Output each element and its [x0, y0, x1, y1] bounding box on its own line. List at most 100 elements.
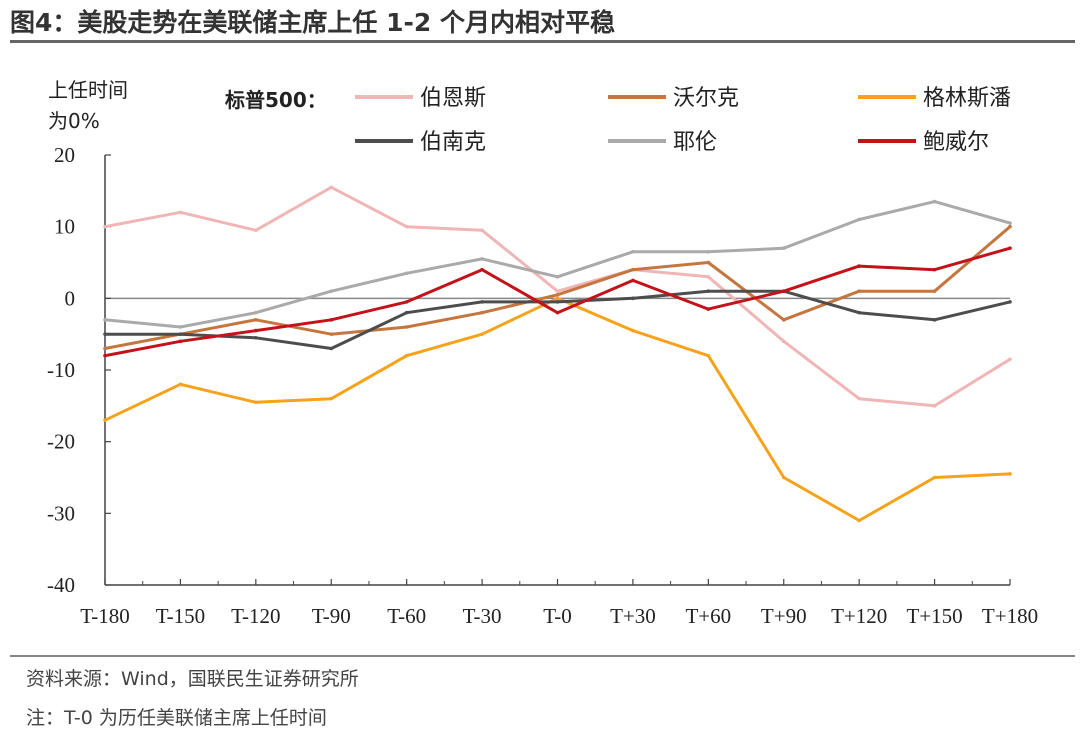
y-tick-label: -30	[47, 501, 75, 525]
series-point-5	[329, 289, 334, 293]
series-point-3	[631, 328, 635, 333]
y-tick-label: -10	[47, 358, 75, 382]
series-line-2	[103, 225, 1012, 350]
series-point-2	[706, 260, 711, 265]
series-point-4	[555, 300, 560, 304]
series-point-3	[404, 353, 409, 358]
series-point-6	[781, 289, 786, 293]
footnote: 注：T-0 为历任美联储主席上任时间	[26, 707, 327, 729]
series-point-6	[555, 310, 560, 315]
series-point-6	[178, 339, 183, 344]
series-point-3	[857, 518, 861, 523]
series-point-3	[254, 400, 258, 405]
series-point-5	[932, 199, 937, 204]
series-point-5	[857, 217, 861, 222]
series-point-1	[480, 228, 484, 233]
series-point-2	[781, 318, 786, 322]
series-point-6	[103, 353, 107, 358]
legend-title: 标普500：	[225, 88, 327, 112]
legend-label: 耶伦	[673, 130, 717, 155]
series-point-3	[329, 396, 334, 401]
series-point-1	[178, 210, 183, 215]
x-tick-label: T+120	[831, 604, 887, 628]
y-axis-label-line: 为0%	[48, 109, 100, 133]
series-point-3	[781, 475, 786, 480]
x-tick-label: T-180	[80, 604, 129, 628]
series-point-6	[706, 307, 711, 311]
x-tick-label: T+90	[761, 604, 807, 628]
legend-label: 鲍威尔	[923, 130, 989, 155]
series-point-4	[329, 346, 334, 351]
series-point-1	[781, 339, 786, 344]
legend-label: 伯恩斯	[420, 86, 486, 111]
series-point-4	[404, 310, 409, 315]
series-point-4	[103, 332, 107, 336]
series-point-2	[103, 346, 107, 351]
series-lines	[103, 185, 1012, 523]
series-point-5	[254, 310, 258, 315]
series-point-2	[254, 318, 258, 322]
series-point-5	[555, 275, 560, 279]
series-point-6	[254, 328, 258, 333]
series-point-5	[781, 246, 786, 250]
series-point-3	[932, 475, 937, 480]
series-point-2	[932, 289, 937, 293]
y-tick-label: 10	[54, 215, 75, 239]
x-tick-label: T+180	[982, 604, 1038, 628]
title-divider	[10, 40, 1075, 43]
x-tick-label: T-60	[387, 604, 426, 628]
series-point-1	[404, 224, 409, 229]
legend-label: 格林斯潘	[923, 86, 1011, 111]
series-point-6	[857, 264, 861, 268]
series-point-1	[103, 224, 107, 229]
series-point-1	[329, 185, 334, 190]
series-point-4	[178, 332, 183, 336]
series-point-4	[480, 300, 484, 304]
axes: -40 -30 -20 -10 0 10 20 T-180 T-150 T-120 T-90 T-60…	[47, 143, 1038, 628]
legend-label: 沃尔克	[673, 86, 739, 111]
x-tick-label: T-150	[156, 604, 205, 628]
series-point-3	[178, 382, 183, 387]
series-point-2	[631, 267, 635, 272]
y-tick-label: 0	[65, 286, 76, 310]
series-point-2	[1008, 224, 1012, 229]
series-point-5	[103, 318, 107, 322]
series-point-3	[103, 418, 107, 422]
series-point-1	[857, 396, 861, 401]
x-tick-label: T-30	[463, 604, 502, 628]
series-point-1	[555, 289, 560, 293]
series-point-4	[857, 310, 861, 315]
series-point-6	[631, 278, 635, 283]
series-point-6	[480, 267, 484, 272]
series-point-1	[1008, 357, 1012, 362]
x-tick-label: T+150	[906, 604, 962, 628]
series-point-2	[329, 332, 334, 336]
series-point-5	[1008, 221, 1012, 225]
series-point-6	[932, 267, 937, 272]
figure-title: 图4：美股走势在美联储主席上任 1-2 个月内相对平稳	[10, 8, 615, 37]
series-point-5	[178, 325, 183, 329]
series-point-4	[1008, 300, 1012, 304]
series-point-3	[555, 296, 560, 301]
series-point-4	[932, 318, 937, 322]
x-tick-label: T-0	[543, 604, 571, 628]
series-point-2	[555, 292, 560, 297]
y-tick-label: 20	[54, 143, 75, 167]
series-point-5	[404, 271, 409, 276]
series-point-5	[480, 257, 484, 261]
series-point-2	[404, 325, 409, 329]
y-axis-label-line: 上任时间	[48, 78, 128, 102]
series-point-4	[631, 296, 635, 301]
series-point-5	[631, 249, 635, 254]
legend-label: 伯南克	[420, 130, 486, 155]
series-point-2	[480, 310, 484, 315]
series-point-1	[254, 228, 258, 233]
x-tick-label: T+30	[610, 604, 656, 628]
series-point-6	[404, 300, 409, 304]
series-point-6	[1008, 246, 1012, 250]
series-point-2	[857, 289, 861, 293]
series-point-6	[329, 318, 334, 322]
